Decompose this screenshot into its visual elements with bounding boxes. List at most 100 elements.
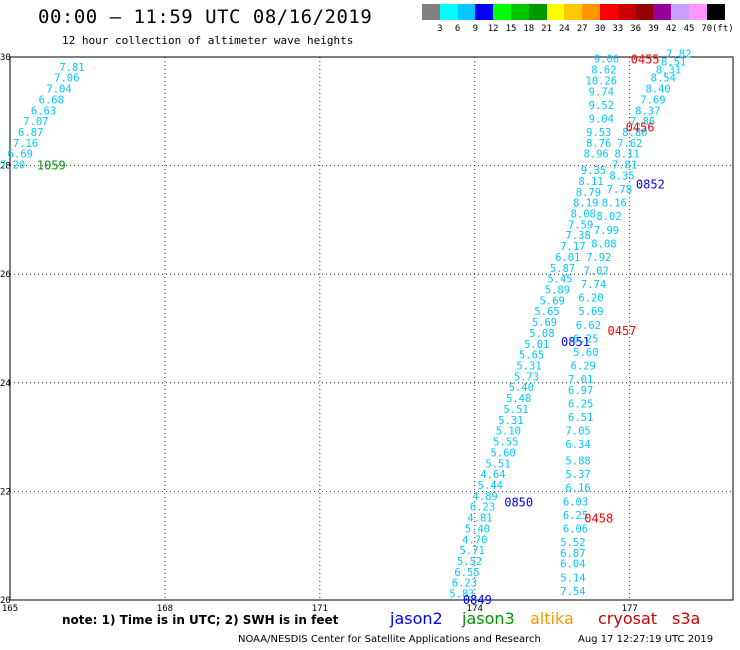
swh-value: 6.16 xyxy=(565,483,590,495)
swh-value: 7.62 xyxy=(617,138,642,150)
swh-value: 6.25 xyxy=(573,333,598,345)
swh-value: 7.38 xyxy=(565,230,590,242)
swh-value: 8.96 xyxy=(583,149,608,161)
scale-swatch xyxy=(457,4,476,20)
pass-time-label: 0455 xyxy=(631,53,660,67)
satellite-label-jason2: jason2 xyxy=(390,609,443,628)
swh-value: 6.69 xyxy=(8,149,33,161)
scale-swatch xyxy=(689,4,707,20)
swh-value: 7.01 xyxy=(568,374,593,386)
swh-value: 5.44 xyxy=(478,480,503,492)
footer-generated-time: Aug 17 12:27:19 UTC 2019 xyxy=(578,634,714,645)
scale-swatch xyxy=(511,4,529,20)
scale-swatch xyxy=(493,4,512,20)
swh-value: 8.80 xyxy=(622,127,647,139)
scale-label: 21 xyxy=(541,24,553,34)
swh-value: 7.86 xyxy=(630,116,655,128)
swh-value: 5.52 xyxy=(457,556,482,568)
scale-swatch xyxy=(600,4,618,20)
swh-value: 5.51 xyxy=(485,458,510,470)
scale-label: 27 xyxy=(576,24,588,34)
map-subtitle: 12 hour collection of altimeter wave hei… xyxy=(62,34,354,47)
swh-value: 8.31 xyxy=(656,65,681,77)
swh-value: 4.81 xyxy=(467,513,492,525)
swh-value: 5.51 xyxy=(503,404,528,416)
pass-time-label: 0849 xyxy=(463,593,492,607)
lon-tick-label: 165 xyxy=(2,604,18,614)
swh-value: 6.23 xyxy=(470,502,495,514)
swh-value: 8.79 xyxy=(576,187,601,199)
swh-value: 6.23 xyxy=(452,578,477,590)
swh-value: 5.14 xyxy=(560,572,585,584)
scale-label: 6 xyxy=(454,24,461,34)
swh-value: 6.55 xyxy=(454,567,479,579)
swh-value: 9.74 xyxy=(589,86,614,98)
swh-value: 8.11 xyxy=(578,176,603,188)
scale-swatch xyxy=(546,4,565,20)
swh-value: 6.04 xyxy=(560,559,585,571)
scale-label: 45 xyxy=(683,24,695,34)
swh-value: 7.16 xyxy=(13,138,38,150)
swh-value: 5.52 xyxy=(560,537,585,549)
scale-label: 3 xyxy=(437,24,443,34)
swh-value: 7.05 xyxy=(565,426,590,438)
pass-time-label: 0850 xyxy=(504,495,533,509)
swh-value: 5.60 xyxy=(491,447,516,459)
lon-tick-label: 174 xyxy=(467,604,483,614)
swh-value: 6.25 xyxy=(563,510,588,522)
pass-time-label: 0456 xyxy=(626,121,655,135)
swh-value: 5.73 xyxy=(514,371,539,383)
swh-value: 7.02 xyxy=(583,265,608,277)
footer-note: note: 1) Time is in UTC; 2) SWH is in fe… xyxy=(62,613,339,627)
swh-value: 4.89 xyxy=(472,491,497,503)
scale-swatch xyxy=(617,4,636,20)
satellite-label-cryosat: cryosat xyxy=(598,609,658,628)
lon-tick-label: 168 xyxy=(157,604,173,614)
swh-value: 4.70 xyxy=(462,534,487,546)
swh-value: 8.35 xyxy=(609,170,634,182)
swh-value: 9.35 xyxy=(581,165,606,177)
scale-label: 70 xyxy=(701,24,713,34)
swh-value: 5.69 xyxy=(532,317,557,329)
pass-time-label: 0457 xyxy=(608,324,637,338)
footer-credit: NOAA/NESDIS Center for Satellite Applica… xyxy=(238,634,541,645)
swh-value: 8.62 xyxy=(591,65,616,77)
scale-label: 12 xyxy=(487,24,499,34)
scale-label: 33 xyxy=(612,24,624,34)
swh-value: 6.87 xyxy=(560,548,585,560)
swh-value: 5.69 xyxy=(540,295,565,307)
lat-tick-label: 30 xyxy=(0,53,11,63)
swh-value: 7.82 xyxy=(666,48,691,60)
scale-label: 9 xyxy=(472,24,479,34)
lon-tick-label: 177 xyxy=(622,604,638,614)
swh-value: 6.34 xyxy=(565,439,590,451)
swh-value: 8.11 xyxy=(614,149,639,161)
swh-value: 5.65 xyxy=(534,306,559,318)
swh-value: 5.60 xyxy=(573,347,598,359)
swh-value: 5.89 xyxy=(545,284,570,296)
swh-value: 9.53 xyxy=(586,127,611,139)
lat-tick-label: 28 xyxy=(0,162,11,172)
swh-value: 6.06 xyxy=(563,523,588,535)
swh-value: 6.29 xyxy=(571,361,596,373)
scale-swatch xyxy=(475,4,494,20)
pass-time-label: 0458 xyxy=(584,512,613,526)
satellite-label-altika: altika xyxy=(530,609,574,628)
scale-swatch xyxy=(706,4,725,20)
swh-value: 5.71 xyxy=(460,545,485,557)
swh-value: 7.20 xyxy=(0,160,25,172)
swh-value: 4.64 xyxy=(480,469,505,481)
satellite-label-jason3: jason3 xyxy=(462,609,515,628)
swh-value: 5.55 xyxy=(493,437,518,449)
swh-value: 7.17 xyxy=(560,241,585,253)
swh-value: 5.48 xyxy=(506,393,531,405)
scale-swatch xyxy=(671,4,690,20)
swh-value: 8.16 xyxy=(602,198,627,210)
swh-value: 7.99 xyxy=(594,225,619,237)
pass-time-label: 0852 xyxy=(636,178,665,192)
swh-value: 6.62 xyxy=(576,320,601,332)
swh-value: 5.40 xyxy=(465,523,490,535)
scale-swatch xyxy=(439,4,458,20)
swh-value: 5.69 xyxy=(578,306,603,318)
